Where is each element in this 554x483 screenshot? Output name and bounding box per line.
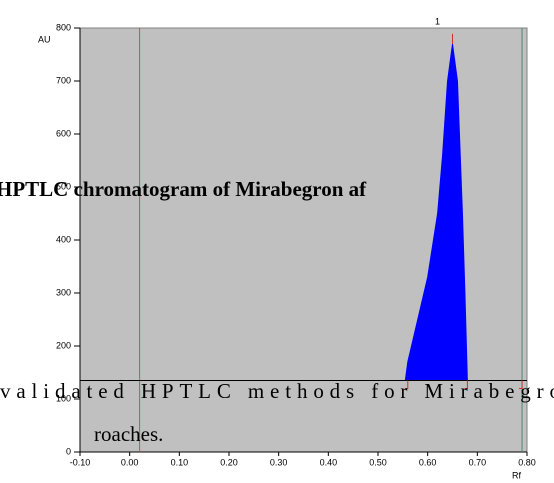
x-tick-label: 0.70 [469, 457, 487, 467]
x-tick-label: 0.20 [220, 457, 238, 467]
x-tick-label: 0.00 [121, 457, 139, 467]
document-text: validated HPTLC methods for Mirabegro [0, 379, 554, 403]
y-tick-label: 700 [56, 75, 71, 85]
y-tick-label: 200 [56, 340, 71, 350]
peak-area [404, 43, 468, 381]
x-tick-label: 0.40 [320, 457, 338, 467]
y-tick-label: 100 [56, 393, 71, 403]
y-tick-label: 300 [56, 287, 71, 297]
document-text: HPTLC chromatogram of Mirabegron af [0, 177, 367, 201]
x-tick-label: -0.10 [70, 457, 91, 467]
y-tick-label: 400 [56, 234, 71, 244]
y-tick-label: 800 [56, 22, 71, 32]
x-tick-label: 0.60 [419, 457, 437, 467]
y-tick-label: 600 [56, 128, 71, 138]
y-tick-label: 0 [66, 446, 71, 456]
document-text: roaches. [94, 422, 163, 446]
x-tick-label: 0.80 [518, 457, 536, 467]
x-tick-label: 0.10 [171, 457, 189, 467]
peak-bound [464, 380, 468, 389]
y-tick-label: 500 [56, 181, 71, 191]
x-tick-label: 0.50 [369, 457, 387, 467]
peak-label: 1 [435, 16, 440, 26]
x-axis-label: Rf [512, 470, 521, 480]
x-tick-label: 0.30 [270, 457, 288, 467]
y-axis-label: AU [38, 34, 51, 44]
peak-bound [519, 380, 523, 389]
peak-bound [404, 380, 409, 389]
